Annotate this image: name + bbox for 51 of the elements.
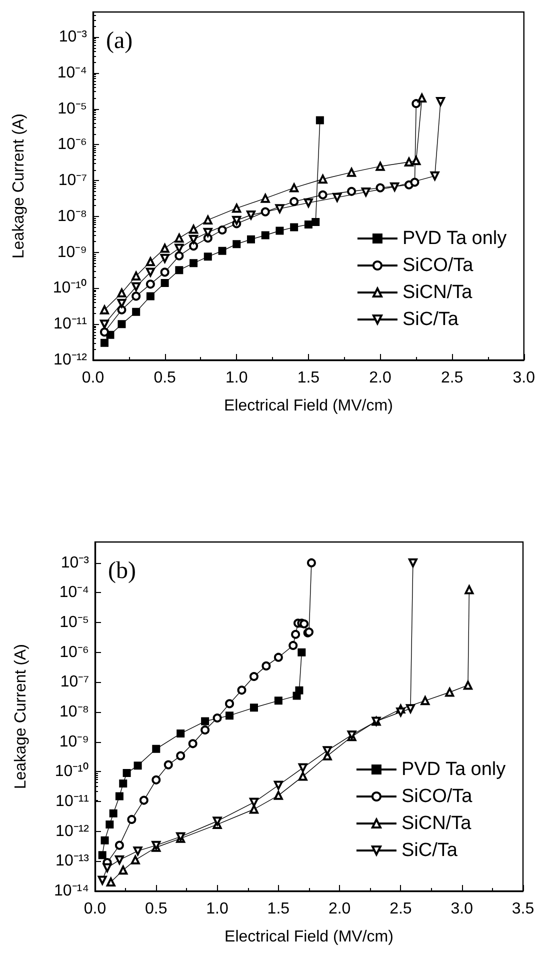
x-tick-label: 2.5 xyxy=(440,370,464,386)
x-tick-label: 1.5 xyxy=(297,370,320,386)
y-tick-label: 10⁻⁸ xyxy=(59,704,89,721)
x-tick-label: 2.0 xyxy=(328,900,351,918)
x-tick-label: 0.0 xyxy=(82,370,104,386)
y-tick-label: 10⁻¹² xyxy=(54,352,88,368)
y-tick-label: 10⁻¹⁴ xyxy=(54,882,90,900)
x-tick-label: 2.0 xyxy=(369,370,392,386)
y-tick-label: 10⁻¹⁰ xyxy=(54,762,89,780)
x-tick-label: 1.0 xyxy=(206,900,229,918)
x-tick-label: 2.5 xyxy=(390,900,412,918)
y-tick-label: 10⁻⁶ xyxy=(58,136,87,154)
x-tick-label: 3.5 xyxy=(512,900,534,918)
y-tick-label: 10⁻¹⁰ xyxy=(52,278,87,297)
y-axis-title: Leakage Current (A) xyxy=(12,644,30,789)
y-tick-label: 10⁻¹³ xyxy=(56,852,90,870)
legend-label: SiCN/Ta xyxy=(402,282,473,303)
x-tick-label: 0.5 xyxy=(145,900,168,918)
y-tick-label: 10⁻³ xyxy=(60,554,90,572)
x-tick-label: 1.5 xyxy=(267,900,290,918)
legend-label: PVD Ta only xyxy=(402,228,508,249)
y-tick-label: 10⁻⁵ xyxy=(58,100,87,118)
text: (a) xyxy=(106,28,133,54)
text: (b) xyxy=(108,558,136,584)
x-axis-title: Electrical Field (MV/cm) xyxy=(224,398,393,414)
legend-label: SiC/Ta xyxy=(401,840,458,861)
y-tick-label: 10⁻³ xyxy=(58,28,88,46)
y-tick-label: 10⁻⁷ xyxy=(58,172,88,190)
y-tick-label: 10⁻⁸ xyxy=(57,208,87,225)
y-tick-label: 10⁻⁴ xyxy=(59,584,90,602)
legend-label: SiC/Ta xyxy=(402,309,459,330)
y-tick-label: 10⁻¹¹ xyxy=(56,793,89,810)
legend-label: SiCN/Ta xyxy=(401,813,472,834)
y-tick-label: 10⁻⁹ xyxy=(57,244,87,261)
legend-label: SiCO/Ta xyxy=(401,786,473,807)
x-tick-label: 0.5 xyxy=(154,370,176,386)
y-tick-label: 10⁻⁵ xyxy=(60,614,89,632)
x-tick-label: 3.0 xyxy=(512,370,536,386)
y-tick-label: 10⁻⁹ xyxy=(59,733,89,750)
y-tick-label: 10⁻¹² xyxy=(56,822,90,840)
legend-label: PVD Ta only xyxy=(401,759,506,780)
x-axis-title: Electrical Field (MV/cm) xyxy=(224,928,394,946)
y-axis-title: Leakage Current (A) xyxy=(10,114,28,258)
x-tick-label: 3.0 xyxy=(450,900,474,918)
y-tick-label: 10⁻⁷ xyxy=(60,674,90,691)
y-tick-label: 10⁻¹¹ xyxy=(54,316,87,333)
legend-label: SiCO/Ta xyxy=(402,255,474,276)
y-tick-label: 10⁻⁴ xyxy=(57,64,88,82)
x-tick-label: 1.0 xyxy=(226,370,248,386)
y-tick-label: 10⁻⁶ xyxy=(60,644,89,661)
x-tick-label: 0.0 xyxy=(84,900,106,918)
